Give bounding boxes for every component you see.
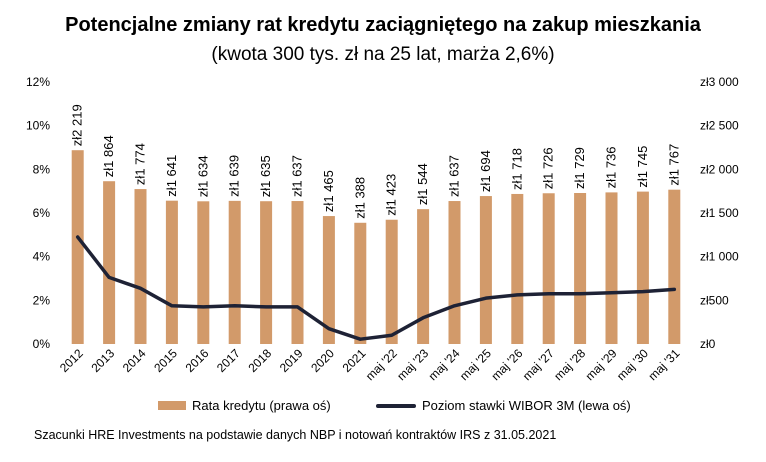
x-tick-label: maj '30: [614, 346, 651, 383]
bar: [448, 201, 461, 344]
right-tick-label: zł2 000: [700, 162, 739, 176]
bar-data-label: zł1 637: [447, 155, 462, 197]
bar: [479, 196, 492, 344]
right-tick-label: zł1 500: [700, 206, 739, 220]
left-tick-label: 4%: [33, 250, 51, 264]
bar-data-label: zł1 736: [604, 146, 619, 188]
bar: [228, 200, 241, 344]
right-tick-label: zł2 500: [700, 119, 739, 133]
chart-subtitle: (kwota 300 tys. zł na 25 lat, marża 2,6%…: [211, 44, 555, 65]
legend-line-swatch: [376, 403, 416, 408]
bar-data-label: zł1 635: [258, 155, 273, 197]
bar-data-labels: zł2 219 zł1 864 zł1 774 zł1 641 zł1 634 zł1 6…: [70, 104, 682, 218]
chart-title: Potencjalne zmiany rat kredytu zaciągnię…: [65, 14, 701, 36]
right-tick-label: zł500: [700, 293, 729, 307]
x-tick-label: maj '27: [520, 346, 557, 383]
left-tick-label: 8%: [33, 162, 51, 176]
right-tick-label: zł3 000: [700, 75, 739, 89]
x-tick-label: 2014: [120, 346, 149, 375]
left-tick-label: 10%: [26, 119, 50, 133]
x-axis: 2012 2013 2014 2015 2016 2017 2018 2019 2020 2021…: [57, 346, 683, 383]
right-tick-label: zł0: [700, 337, 716, 351]
x-tick-label: maj '23: [394, 346, 431, 383]
bar-data-label: zł1 726: [541, 147, 556, 189]
x-tick-label: maj '25: [457, 346, 494, 383]
bar-data-label: zł1 864: [101, 135, 116, 177]
bar: [668, 189, 681, 344]
x-tick-label: 2012: [57, 346, 86, 375]
bar-data-label: zł1 544: [415, 163, 430, 205]
bar-data-label: zł1 634: [195, 155, 210, 197]
bar: [542, 193, 555, 344]
bar: [385, 219, 398, 344]
x-tick-label: 2013: [88, 346, 117, 375]
bar: [291, 201, 304, 344]
bar-data-label: zł1 718: [509, 148, 524, 190]
bar-data-label: zł1 641: [164, 155, 179, 197]
bar: [260, 201, 273, 344]
right-tick-label: zł1 000: [700, 250, 739, 264]
x-tick-label: maj '22: [363, 346, 400, 383]
line-series: [75, 235, 677, 341]
bar-data-label: zł1 774: [133, 143, 148, 185]
x-tick-label: maj '28: [551, 346, 588, 383]
legend-line-label: Poziom stawki WIBOR 3M (lewa oś): [422, 398, 631, 413]
bar: [636, 191, 649, 344]
bar-data-label: zł1 745: [635, 146, 650, 188]
x-tick-label: maj '29: [583, 346, 620, 383]
left-tick-label: 12%: [26, 75, 50, 89]
bar-data-label: zł1 639: [227, 155, 242, 197]
bar-data-label: zł1 388: [352, 177, 367, 219]
left-axis: 0% 2% 4% 6% 8% 10% 12%: [26, 75, 50, 351]
bar: [605, 192, 618, 344]
left-tick-label: 6%: [33, 206, 51, 220]
bar: [103, 181, 116, 344]
x-tick-label: maj '31: [645, 346, 682, 383]
bar: [165, 200, 178, 344]
bar-data-label: zł1 465: [321, 170, 336, 212]
x-tick-label: 2015: [151, 346, 180, 375]
bar: [354, 222, 367, 344]
bar: [134, 189, 147, 344]
right-axis: zł0 zł500 zł1 000 zł1 500 zł2 000 zł2 500 zł3 …: [700, 75, 739, 351]
bar: [197, 201, 210, 344]
legend-item-bars: Rata kredytu (prawa oś): [158, 398, 331, 413]
source-note: Szacunki HRE Investments na podstawie da…: [34, 428, 557, 442]
bar-data-label: zł1 694: [478, 150, 493, 192]
legend-bar-label: Rata kredytu (prawa oś): [192, 398, 331, 413]
x-tick-label: 2018: [245, 346, 274, 375]
left-tick-label: 2%: [33, 293, 51, 307]
left-tick-label: 0%: [33, 337, 51, 351]
bar-data-label: zł2 219: [70, 104, 85, 146]
legend-item-line: Poziom stawki WIBOR 3M (lewa oś): [376, 398, 631, 413]
wibor-line: [75, 235, 677, 341]
x-tick-label: 2019: [277, 346, 306, 375]
legend-bar-swatch: [158, 401, 186, 410]
bar-data-label: zł1 423: [384, 174, 399, 216]
x-tick-label: maj '24: [426, 346, 463, 383]
bar: [417, 209, 430, 344]
bar-data-label: zł1 767: [666, 144, 681, 186]
bar-data-label: zł1 729: [572, 147, 587, 189]
x-tick-label: 2016: [183, 346, 212, 375]
bar: [71, 150, 84, 344]
x-tick-label: maj '26: [488, 346, 525, 383]
bar-data-label: zł1 637: [290, 155, 305, 197]
x-tick-label: 2017: [214, 346, 243, 375]
bar: [322, 216, 335, 344]
bar: [574, 193, 587, 344]
bar: [511, 193, 524, 344]
x-tick-label: 2020: [308, 346, 337, 375]
